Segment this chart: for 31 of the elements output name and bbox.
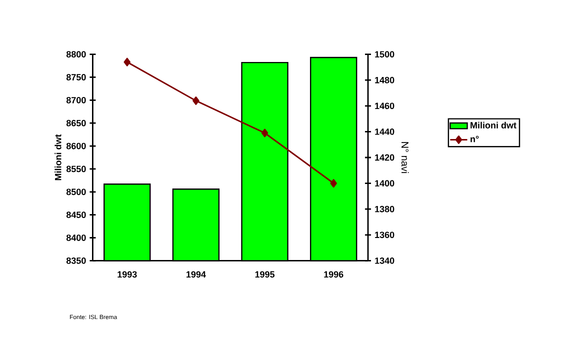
- legend-label: n°: [470, 136, 479, 142]
- y2-tick-label: 1500: [375, 51, 394, 58]
- point: [261, 128, 268, 138]
- x-tick-label: 1996: [324, 271, 344, 278]
- y-tick-label: 8400: [66, 234, 86, 241]
- y2-axis-title: N° navi: [401, 142, 409, 173]
- y2-tick-label: 1460: [375, 102, 394, 110]
- point: [124, 58, 130, 66]
- x-tick-label: 1995: [255, 271, 275, 278]
- y-tick-label: 8500: [66, 188, 86, 196]
- y-axis-title: Milioni dwt: [54, 134, 62, 180]
- point: [330, 179, 337, 188]
- y-tick-label: 8550: [66, 166, 86, 172]
- y-tick-label: 8700: [66, 96, 86, 104]
- y2-tick-label: 1340: [375, 257, 394, 264]
- y-tick-label: 8600: [66, 142, 86, 150]
- y2-tick-label: 1440: [375, 128, 394, 135]
- y2-tick-label: 1380: [375, 206, 394, 212]
- y-tick-label: 8800: [66, 51, 86, 58]
- point: [192, 96, 200, 105]
- y2-tick-label: 1400: [375, 180, 394, 186]
- x-tick-label: 1993: [118, 271, 137, 278]
- x-tick-label: 1994: [186, 271, 206, 278]
- y2-tick-label: 1420: [375, 154, 394, 161]
- legend-label: Milioni dwt: [470, 122, 516, 128]
- y2-tick-label: 1480: [375, 76, 394, 84]
- y-tick-label: 8650: [66, 120, 86, 126]
- y-tick-label: 8750: [66, 74, 86, 80]
- y-tick-label: 8450: [66, 212, 86, 218]
- y-tick-label: 8350: [66, 257, 86, 264]
- y2-tick-label: 1360: [375, 232, 394, 238]
